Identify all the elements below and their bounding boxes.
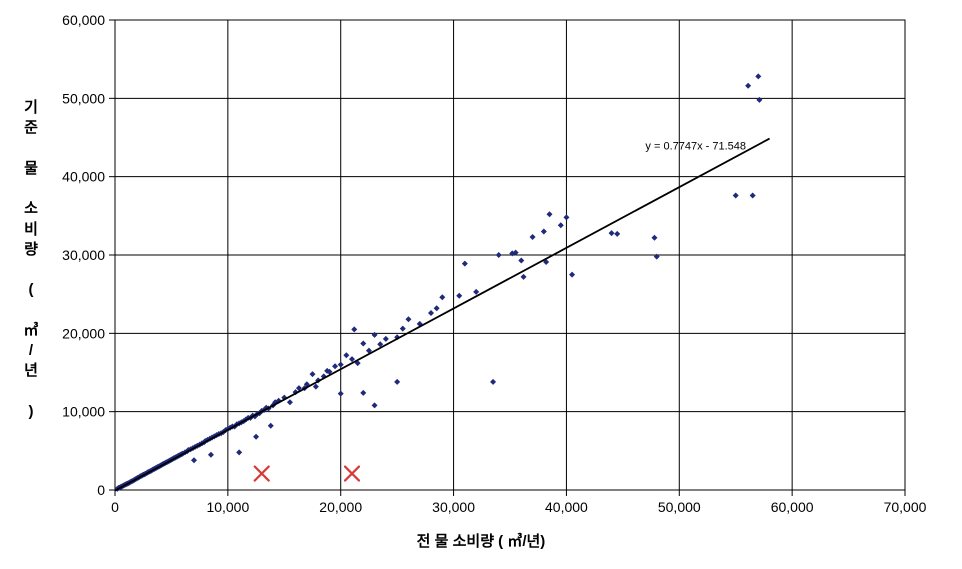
y-tick-label: 50,000 (62, 90, 105, 106)
x-tick-label: 60,000 (771, 499, 814, 515)
x-tick-label: 20,000 (319, 499, 362, 515)
y-tick-label: 10,000 (62, 404, 105, 420)
x-tick-label: 30,000 (432, 499, 475, 515)
x-tick-label: 70,000 (884, 499, 927, 515)
y-tick-label: 40,000 (62, 169, 105, 185)
x-tick-label: 40,000 (545, 499, 588, 515)
x-tick-label: 50,000 (658, 499, 701, 515)
plot-canvas: 0 10,000 20,000 30,000 40,000 50,000 60,000 70,… (0, 0, 962, 569)
y-tick-label: 60,000 (62, 12, 105, 28)
y-tick-label: 30,000 (62, 247, 105, 263)
y-tick-label: 0 (97, 482, 105, 498)
scatter-chart: 기준 물 소비량 ( ㎥/년 ) 전 물 소비량 ( ㎥/년) 010,0002… (0, 0, 962, 569)
x-tick-label: 0 (111, 499, 119, 515)
x-tick-label: 10,000 (206, 499, 249, 515)
y-tick-label: 20,000 (62, 325, 105, 341)
trendline-equation: y = 0.7747x - 71.548 (645, 140, 746, 152)
